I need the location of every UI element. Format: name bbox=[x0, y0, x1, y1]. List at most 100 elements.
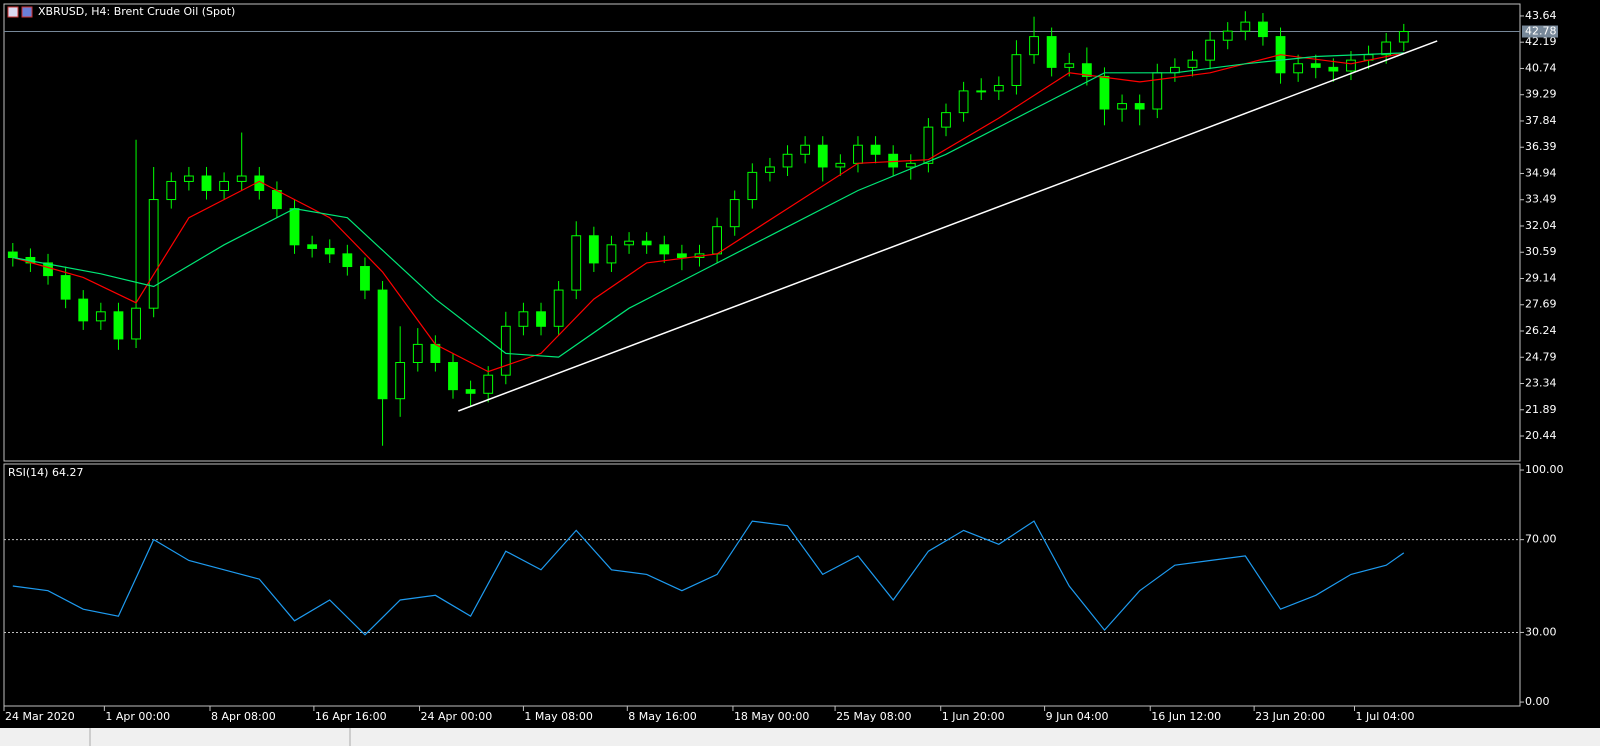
x-tick-label: 9 Jun 04:00 bbox=[1046, 710, 1109, 723]
y-tick-label: 42.19 bbox=[1525, 35, 1557, 48]
candle-body bbox=[747, 171, 758, 201]
candle-body bbox=[360, 266, 370, 291]
y-tick-label: 70.00 bbox=[1525, 533, 1557, 546]
candle-body bbox=[1011, 54, 1022, 86]
candle-body bbox=[782, 153, 793, 168]
chart-title: XBRUSD, H4: Brent Crude Oil (Spot) bbox=[38, 5, 235, 18]
price-panel bbox=[3, 3, 1521, 462]
x-tick-label: 16 Apr 16:00 bbox=[315, 710, 387, 723]
y-tick-label: 39.29 bbox=[1525, 88, 1557, 101]
candle-body bbox=[1328, 66, 1339, 72]
candle-body bbox=[342, 253, 353, 268]
candle-body bbox=[448, 362, 458, 391]
candle-body bbox=[201, 175, 212, 191]
candle-body bbox=[923, 126, 934, 164]
candle-body bbox=[1346, 59, 1356, 72]
moving-average bbox=[12, 52, 1404, 358]
candle-body bbox=[1081, 63, 1092, 77]
tab-bar bbox=[0, 728, 1600, 746]
candle-body bbox=[641, 240, 652, 246]
y-tick-label: 33.49 bbox=[1525, 193, 1557, 206]
y-tick-label: 0.00 bbox=[1525, 695, 1550, 708]
candle-body bbox=[676, 253, 687, 258]
candle-body bbox=[465, 389, 476, 394]
candle-body bbox=[1293, 63, 1304, 74]
candle-body bbox=[1099, 75, 1110, 110]
current-price-label: 42.78 bbox=[1525, 25, 1557, 38]
candle-body bbox=[236, 175, 247, 182]
candle-body bbox=[1117, 103, 1127, 110]
rsi-title: RSI(14) 64.27 bbox=[8, 466, 83, 479]
trendline bbox=[458, 40, 1438, 412]
current-price-box bbox=[1522, 25, 1558, 38]
candle-body bbox=[588, 235, 599, 264]
candle-body bbox=[377, 289, 388, 400]
candle-body bbox=[113, 311, 124, 340]
x-tick-label: 8 Apr 08:00 bbox=[211, 710, 276, 723]
candle-body bbox=[272, 189, 282, 210]
x-tick-label: 8 May 16:00 bbox=[628, 710, 696, 723]
y-tick-label: 26.24 bbox=[1525, 324, 1557, 337]
symbol-icon bbox=[21, 6, 33, 18]
candle-body bbox=[1046, 36, 1057, 68]
candle-body bbox=[1222, 30, 1233, 41]
candle-body bbox=[976, 90, 987, 93]
y-tick-label: 29.14 bbox=[1525, 271, 1557, 284]
y-tick-label: 40.74 bbox=[1525, 61, 1557, 74]
candle-body bbox=[518, 311, 529, 327]
candle-body bbox=[993, 84, 1004, 92]
candle-body bbox=[888, 153, 899, 168]
candle-body bbox=[60, 275, 71, 300]
candle-body bbox=[1240, 21, 1251, 32]
candle-body bbox=[1187, 59, 1198, 68]
candle-body bbox=[78, 298, 89, 322]
y-tick-label: 21.89 bbox=[1525, 403, 1557, 416]
candle-body bbox=[430, 343, 441, 364]
x-tick-label: 1 Jul 04:00 bbox=[1355, 710, 1414, 723]
symbol-icon bbox=[7, 6, 19, 18]
y-tick-label: 36.39 bbox=[1525, 140, 1557, 153]
x-tick-label: 16 Jun 12:00 bbox=[1151, 710, 1221, 723]
candle-body bbox=[1398, 31, 1409, 43]
y-tick-label: 20.44 bbox=[1525, 429, 1557, 442]
candle-body bbox=[307, 244, 318, 249]
rsi-line bbox=[12, 520, 1405, 636]
candle-body bbox=[941, 112, 951, 128]
x-tick-label: 24 Apr 00:00 bbox=[421, 710, 493, 723]
candle-body bbox=[148, 199, 159, 309]
candle-body bbox=[1152, 72, 1163, 110]
candle-body bbox=[7, 251, 18, 258]
candle-body bbox=[835, 162, 846, 168]
x-tick-label: 1 Apr 00:00 bbox=[105, 710, 170, 723]
y-tick-label: 30.59 bbox=[1525, 245, 1557, 258]
y-tick-label: 100.00 bbox=[1525, 463, 1564, 476]
candle-body bbox=[571, 235, 582, 291]
candle-body bbox=[800, 144, 811, 155]
candle-body bbox=[729, 199, 740, 228]
candle-body bbox=[95, 311, 106, 322]
candle-body bbox=[166, 180, 177, 201]
x-tick-label: 18 May 00:00 bbox=[734, 710, 809, 723]
candle-body bbox=[1258, 21, 1268, 38]
moving-average bbox=[12, 52, 1404, 373]
candle-body bbox=[289, 208, 300, 246]
candle-body bbox=[659, 244, 670, 255]
candle-body bbox=[131, 307, 141, 340]
candle-body bbox=[553, 289, 564, 327]
y-tick-label: 34.94 bbox=[1525, 166, 1557, 179]
candle-body bbox=[1381, 41, 1392, 56]
candle-body bbox=[1064, 63, 1075, 68]
y-tick-label: 30.00 bbox=[1525, 625, 1557, 638]
candle-body bbox=[624, 240, 634, 246]
x-tick-label: 1 Jun 20:00 bbox=[942, 710, 1005, 723]
candle-body bbox=[1134, 103, 1145, 110]
y-tick-label: 43.64 bbox=[1525, 9, 1557, 22]
candle-body bbox=[483, 374, 494, 394]
candle-body bbox=[958, 90, 969, 114]
y-tick-label: 24.79 bbox=[1525, 350, 1557, 363]
x-tick-label: 25 May 08:00 bbox=[836, 710, 911, 723]
candle-body bbox=[870, 144, 881, 155]
